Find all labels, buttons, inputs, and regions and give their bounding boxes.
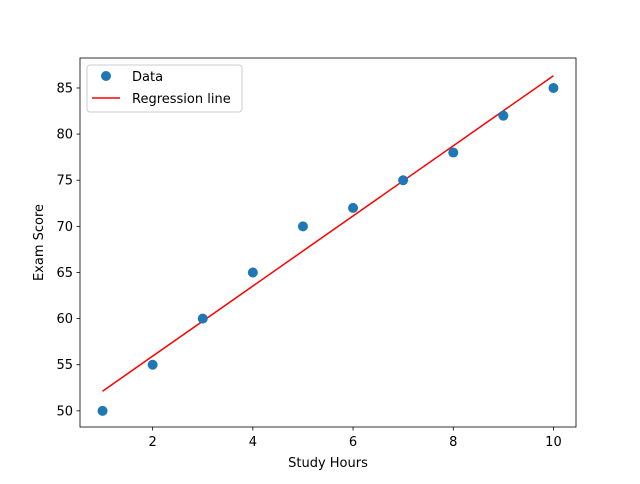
data-point [147, 359, 158, 370]
x-tick-label: 4 [249, 435, 257, 450]
regression-line [102, 75, 554, 392]
data-point [448, 147, 459, 158]
axis-ticks: 2 4 6 8 10 50 55 60 65 70 75 80 85 [56, 81, 561, 450]
plot-area [80, 58, 576, 427]
data-point [548, 82, 559, 93]
y-tick-label: 65 [56, 266, 73, 281]
y-tick-label: 55 [56, 358, 73, 373]
legend: Data Regression line [86, 64, 243, 113]
x-axis-label: Study Hours [288, 456, 368, 471]
axes-frame [79, 57, 577, 428]
data-point [498, 110, 509, 121]
data-point [398, 175, 409, 186]
data-point [247, 267, 258, 278]
y-tick-label: 85 [56, 81, 73, 96]
y-tick-label: 60 [56, 312, 73, 327]
legend-marker-data [101, 71, 111, 81]
data-point [97, 405, 108, 416]
y-tick-label: 75 [56, 174, 73, 189]
x-tick-label: 8 [449, 435, 457, 450]
x-tick-label: 2 [149, 435, 157, 450]
y-axis-label: Exam Score [32, 204, 47, 281]
data-point [348, 202, 359, 213]
y-tick-label: 70 [56, 220, 73, 235]
data-point [297, 221, 308, 232]
legend-label-data: Data [132, 70, 163, 85]
x-tick-label: 6 [349, 435, 357, 450]
x-tick-label: 10 [545, 435, 562, 450]
legend-box [86, 64, 243, 113]
y-tick-label: 80 [56, 128, 73, 143]
series-layer [97, 75, 559, 416]
y-tick-label: 50 [56, 404, 73, 419]
data-point [197, 313, 208, 324]
legend-label-regression: Regression line [132, 92, 231, 107]
